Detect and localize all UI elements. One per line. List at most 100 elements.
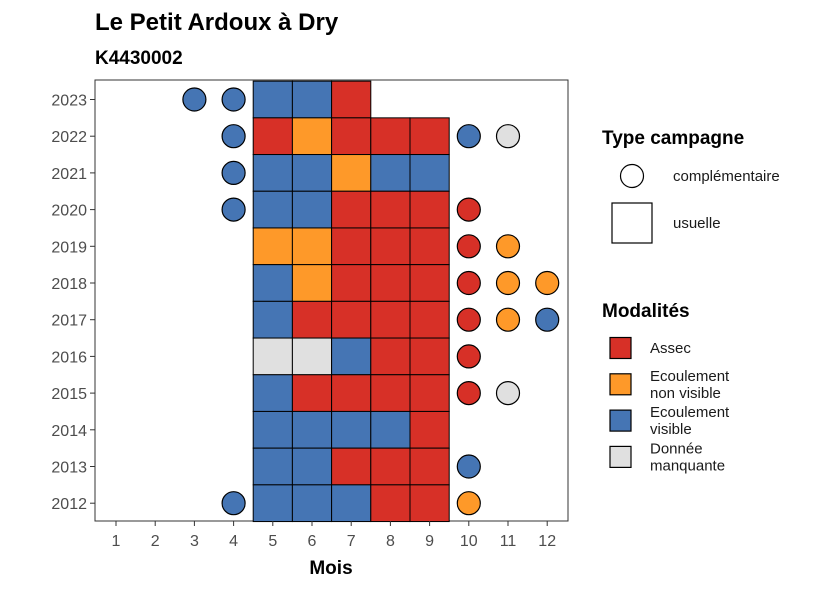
cell-2016-9	[409, 337, 450, 376]
x-tick-label-3: 3	[190, 533, 199, 550]
legend-type-campagne: Type campagne complémentaire usuelle	[602, 128, 780, 244]
legend-swatch-ecoulement-non-visible	[609, 373, 632, 396]
x-tick-label-8: 8	[386, 533, 395, 550]
x-tick-label-4: 4	[229, 533, 238, 550]
cell-2016-8	[370, 337, 411, 376]
cell-2014-6	[291, 410, 333, 449]
dot-2017-12	[535, 307, 560, 332]
complementaire-dots	[182, 87, 560, 516]
y-tick-label-2018: 2018	[51, 276, 87, 293]
dot-2018-11	[495, 270, 521, 296]
cell-2019-7	[331, 227, 372, 266]
y-tick-label-2012: 2012	[51, 496, 87, 513]
cell-2015-9	[409, 374, 450, 412]
x-tick-label-7: 7	[347, 533, 356, 550]
cell-2022-8	[370, 117, 411, 156]
y-tick-label-2014: 2014	[51, 423, 87, 440]
dot-2019-11	[495, 234, 521, 259]
cell-2021-8	[370, 154, 411, 192]
cell-2013-9	[409, 447, 450, 486]
cell-2017-6	[291, 300, 333, 339]
cell-2017-8	[370, 300, 411, 339]
x-tick-label-10: 10	[460, 533, 478, 550]
legend-swatch-donn-e-manquante	[609, 445, 632, 468]
cell-2019-9	[409, 227, 450, 266]
legend-swatch-ecoulement-visible	[609, 409, 632, 432]
dot-2016-10	[456, 344, 481, 369]
dot-2023-4	[221, 87, 246, 112]
cell-2012-5	[252, 484, 293, 523]
cell-2017-9	[409, 300, 450, 339]
legend-label-ecoulement-visible: Ecoulement visible	[650, 404, 730, 438]
cell-2018-7	[331, 264, 372, 302]
x-tick-label-12: 12	[538, 533, 556, 550]
chart-subtitle: K4430002	[95, 48, 183, 69]
cell-2021-6	[291, 154, 333, 192]
x-axis: 1 2 3 4 5 6 7 8 9 10 11 12	[112, 521, 556, 550]
x-tick-label-6: 6	[308, 533, 317, 550]
cell-2016-5	[252, 337, 293, 376]
cell-2014-9	[409, 410, 450, 449]
dot-2018-10	[456, 270, 481, 296]
chart-title: Le Petit Ardoux à Dry	[95, 9, 339, 36]
legend-key-usuelle	[611, 202, 653, 244]
cell-2013-8	[370, 447, 411, 486]
cell-2018-6	[291, 264, 333, 302]
dot-2017-10	[456, 307, 481, 332]
y-axis: 2023 2022 2021 2020 2019 2018 2017 2016 2015 2014…	[51, 93, 95, 513]
legend-modalites-title: Modalités	[602, 301, 690, 322]
cell-2012-9	[409, 484, 450, 523]
dot-2015-10	[456, 381, 481, 406]
cell-2020-7	[331, 190, 372, 229]
cell-2014-7	[331, 410, 372, 449]
legend-label-donn-e-manquante: Donnée manquante	[650, 440, 725, 474]
legend-label-assec: Assec	[650, 340, 691, 357]
cell-2020-8	[370, 190, 411, 229]
dot-2023-3	[182, 87, 207, 112]
x-tick-label-9: 9	[425, 533, 434, 550]
legend-label-ecoulement-non-visible: Ecoulement non visible	[650, 368, 730, 402]
cell-2023-7	[331, 80, 372, 119]
cell-2020-5	[252, 190, 293, 229]
x-tick-label-1: 1	[112, 533, 121, 550]
cell-2022-7	[331, 117, 372, 156]
cell-2018-9	[409, 264, 450, 302]
cell-2014-5	[252, 410, 293, 449]
dot-2022-4	[221, 124, 246, 149]
cell-2021-5	[252, 154, 293, 192]
cell-2020-9	[409, 190, 450, 229]
y-tick-label-2020: 2020	[51, 203, 87, 220]
cell-2013-5	[252, 447, 293, 486]
cell-2016-7	[331, 337, 372, 376]
y-tick-label-2022: 2022	[51, 129, 87, 146]
cell-2021-7	[331, 154, 372, 192]
legend-label-usuelle: usuelle	[673, 215, 721, 232]
x-tick-label-11: 11	[500, 533, 517, 550]
dot-2013-10	[456, 454, 481, 479]
dot-2022-11	[495, 124, 521, 149]
x-axis-title: Mois	[309, 558, 352, 579]
cell-2019-5	[252, 227, 293, 266]
y-tick-label-2013: 2013	[51, 460, 87, 477]
legend-modalites: Modalités Assec Ecoulement non visibleEcoul…	[602, 301, 730, 474]
cell-2019-8	[370, 227, 411, 266]
legend-label-compl-mentaire: complémentaire	[673, 168, 780, 185]
cell-2018-5	[252, 264, 293, 302]
dot-2019-10	[456, 234, 481, 259]
cell-2022-9	[409, 117, 450, 156]
cell-2012-8	[370, 484, 411, 523]
cell-2014-8	[370, 410, 411, 449]
cell-2023-6	[291, 80, 333, 119]
cell-2012-7	[331, 484, 372, 523]
legend-swatch-assec	[609, 336, 632, 360]
cell-2015-8	[370, 374, 411, 412]
cell-2021-9	[409, 154, 450, 192]
cell-2015-7	[331, 374, 372, 412]
dot-2020-10	[456, 197, 481, 222]
cell-2018-8	[370, 264, 411, 302]
y-tick-label-2019: 2019	[51, 239, 87, 256]
dot-2020-4	[221, 197, 246, 222]
y-tick-label-2023: 2023	[51, 93, 87, 110]
y-tick-label-2017: 2017	[51, 313, 87, 330]
